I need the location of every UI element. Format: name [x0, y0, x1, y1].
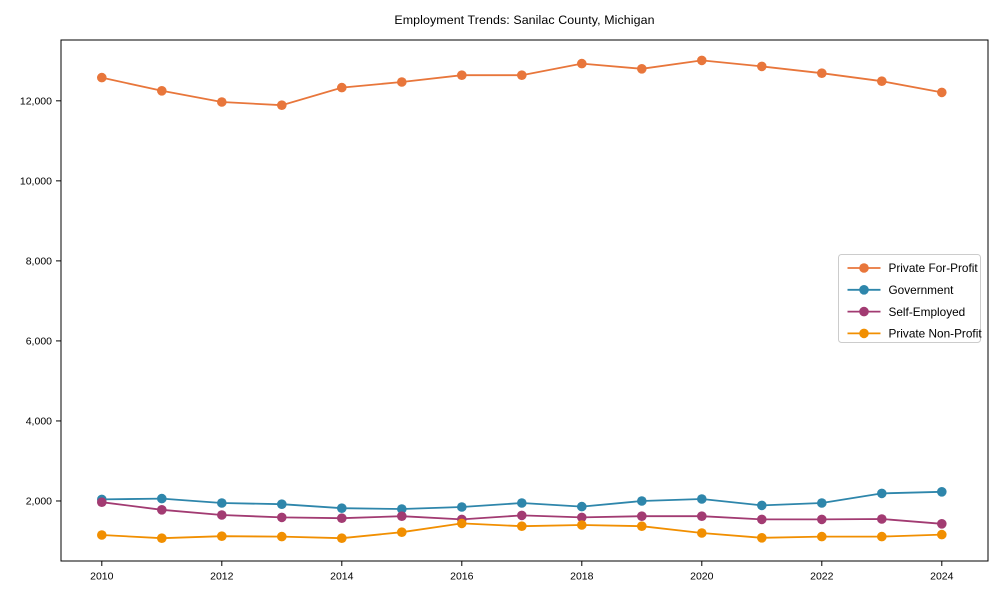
data-point-marker: [337, 533, 347, 543]
legend-marker-dot: [859, 263, 869, 273]
legend-entry: Self-Employed: [847, 305, 966, 319]
data-point-marker: [817, 498, 827, 508]
data-point-marker: [817, 68, 827, 78]
legend-marker-dot: [859, 285, 869, 295]
data-point-marker: [397, 77, 407, 87]
data-point-marker: [337, 513, 347, 523]
data-point-marker: [217, 510, 227, 520]
data-point-marker: [517, 498, 527, 508]
data-point-marker: [157, 493, 167, 504]
chart-title: Employment Trends: Sanilac County, Michi…: [394, 13, 655, 27]
legend-marker-dot: [859, 306, 869, 317]
data-point-marker: [217, 498, 227, 508]
legend-entry: Private For-Profit: [847, 261, 979, 275]
y-tick-label: 6,000: [26, 336, 52, 348]
data-point-marker: [517, 70, 527, 80]
legend-entry: Government: [847, 283, 955, 297]
data-point-marker: [337, 503, 347, 513]
data-point-marker: [817, 531, 827, 542]
legend-label: Private For-Profit: [889, 261, 979, 275]
data-point-marker: [517, 510, 527, 521]
legend-label: Private Non-Profit: [889, 327, 983, 341]
data-point-marker: [577, 58, 587, 69]
data-point-marker: [757, 61, 767, 72]
data-point-marker: [877, 514, 887, 524]
x-tick-label: 2022: [810, 571, 834, 583]
data-point-marker: [157, 86, 167, 96]
x-tick-label: 2012: [210, 571, 234, 583]
data-point-marker: [697, 494, 707, 504]
x-tick-label: 2018: [570, 571, 594, 583]
plot-area: [60, 39, 989, 562]
legend-box: [838, 254, 981, 343]
data-point-marker: [757, 500, 767, 511]
data-point-marker: [97, 530, 107, 540]
data-point-marker: [277, 499, 287, 510]
data-point-marker: [697, 528, 707, 538]
data-point-marker: [577, 512, 587, 523]
data-point-marker: [877, 531, 887, 542]
data-point-marker: [277, 531, 287, 542]
data-point-marker: [157, 533, 167, 543]
data-point-marker: [877, 488, 887, 499]
data-point-marker: [397, 527, 407, 537]
data-point-marker: [637, 496, 647, 506]
data-point-marker: [937, 87, 947, 98]
y-tick-label: 10,000: [20, 175, 52, 187]
legend-label: Government: [889, 283, 955, 297]
data-point-marker: [337, 82, 347, 93]
data-point-marker: [217, 531, 227, 541]
x-tick-label: 2014: [330, 571, 354, 583]
x-tick-label: 2016: [450, 571, 474, 583]
data-point-marker: [757, 514, 767, 525]
data-point-marker: [157, 505, 167, 515]
data-point-marker: [277, 512, 287, 523]
data-point-marker: [457, 70, 467, 80]
data-point-marker: [637, 64, 647, 74]
x-tick-label: 2024: [930, 571, 954, 583]
y-tick-label: 4,000: [26, 416, 52, 428]
y-tick-label: 12,000: [20, 95, 52, 107]
data-point-marker: [97, 497, 107, 508]
data-point-marker: [517, 521, 527, 531]
x-tick-label: 2020: [690, 571, 714, 583]
data-point-marker: [697, 55, 707, 66]
data-point-marker: [937, 487, 947, 497]
legend: Private For-Profit Government Self-Employe…: [838, 254, 983, 343]
data-point-marker: [457, 518, 467, 529]
y-tick-label: 8,000: [26, 255, 52, 267]
data-point-marker: [637, 521, 647, 531]
legend-marker-dot: [859, 328, 869, 339]
data-point-marker: [577, 520, 587, 530]
data-point-marker: [397, 504, 407, 514]
data-point-marker: [877, 76, 887, 86]
legend-label: Self-Employed: [889, 305, 966, 319]
data-point-marker: [757, 533, 767, 543]
data-point-marker: [397, 511, 407, 521]
data-point-marker: [97, 72, 107, 83]
data-point-marker: [217, 97, 227, 107]
legend-entry: Private Non-Profit: [847, 327, 983, 341]
data-point-marker: [817, 514, 827, 525]
data-point-marker: [457, 502, 467, 512]
data-point-marker: [637, 511, 647, 521]
data-point-marker: [937, 519, 947, 529]
y-tick-label: 2,000: [26, 496, 52, 508]
data-point-marker: [577, 501, 587, 512]
x-tick-label: 2010: [90, 571, 114, 583]
data-point-marker: [937, 529, 947, 540]
data-point-marker: [277, 100, 287, 110]
data-point-marker: [697, 511, 707, 521]
